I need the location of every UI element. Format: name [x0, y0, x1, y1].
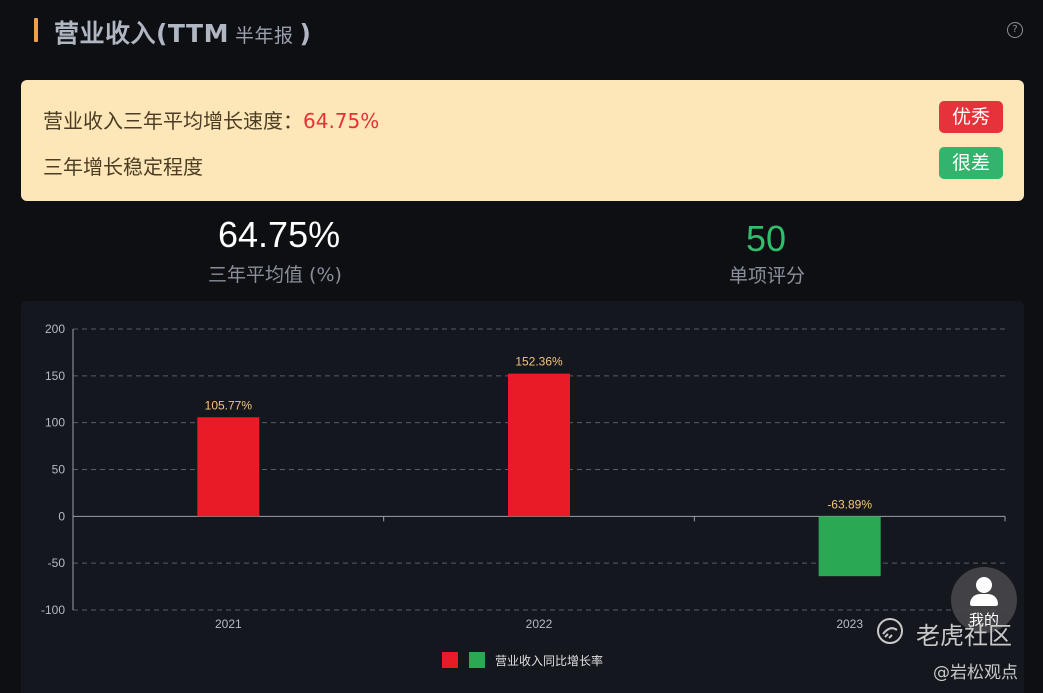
stability-label: 三年增长稳定程度	[43, 155, 203, 179]
growth-value: 64.75%	[303, 109, 380, 133]
data-label-2021: 105.77%	[205, 398, 253, 412]
y-tick-label: 50	[52, 463, 66, 477]
watermark-site: 老虎社区	[916, 622, 1012, 650]
bar-2022	[508, 373, 570, 517]
y-tick-label: 100	[45, 416, 65, 430]
y-tick-label: 0	[58, 509, 65, 523]
growth-bar-chart: -100 -50 0 50 100 150 200 105.77% 2021 152.36% 202…	[41, 322, 1006, 668]
title-close: )	[299, 19, 312, 48]
watermark-author: @岩松观点	[933, 663, 1018, 683]
y-tick-label: 200	[45, 322, 65, 336]
data-label-2023: -63.89%	[827, 497, 872, 511]
bar-2021	[197, 417, 260, 517]
y-tick-label: 150	[45, 369, 65, 383]
section-title: 营业收入(TTM 半年报)	[54, 14, 311, 50]
title-period: 半年报	[234, 25, 294, 47]
average-label: 三年平均值 (%)	[208, 264, 342, 286]
growth-rating-badge: 优秀	[939, 101, 1003, 133]
y-tick-label: -100	[41, 603, 65, 617]
x-tick-label: 2022	[526, 617, 553, 631]
legend-swatch-negative	[469, 652, 485, 668]
score-label: 单项评分	[729, 265, 806, 287]
x-tick-label: 2023	[836, 617, 863, 631]
title-main: 营业收入(TTM	[54, 19, 229, 48]
evaluation-card: 营业收入三年平均增长速度：64.75% 优秀 三年增长稳定程度 很差	[21, 80, 1024, 201]
stability-row: 三年增长稳定程度	[43, 151, 203, 180]
legend-label: 营业收入同比增长率	[495, 653, 603, 668]
average-value: 64.75%	[218, 214, 341, 255]
accent-bar	[34, 18, 38, 42]
bar-2023	[818, 516, 881, 577]
legend-swatch-positive	[442, 652, 458, 668]
user-icon-body	[970, 594, 998, 606]
x-tick-label: 2021	[215, 617, 242, 631]
tiger-logo-icon	[877, 618, 903, 644]
y-tick-label: -50	[48, 556, 66, 570]
my-label: 我的	[968, 611, 999, 629]
growth-label: 营业收入三年平均增长速度：	[43, 109, 303, 133]
section-header: 营业收入(TTM 半年报) ?	[0, 0, 1043, 64]
stability-rating-badge: 很差	[939, 147, 1003, 179]
question-circle-icon[interactable]: ?	[1007, 22, 1023, 38]
my-floating-button[interactable]: 我的	[951, 567, 1017, 633]
score-value: 50	[746, 218, 787, 259]
user-icon	[976, 577, 992, 593]
growth-row: 营业收入三年平均增长速度：64.75%	[43, 105, 379, 134]
growth-chart-panel: -100 -50 0 50 100 150 200 105.77% 2021 152.36% 202…	[21, 301, 1024, 693]
data-label-2022: 152.36%	[515, 355, 563, 369]
